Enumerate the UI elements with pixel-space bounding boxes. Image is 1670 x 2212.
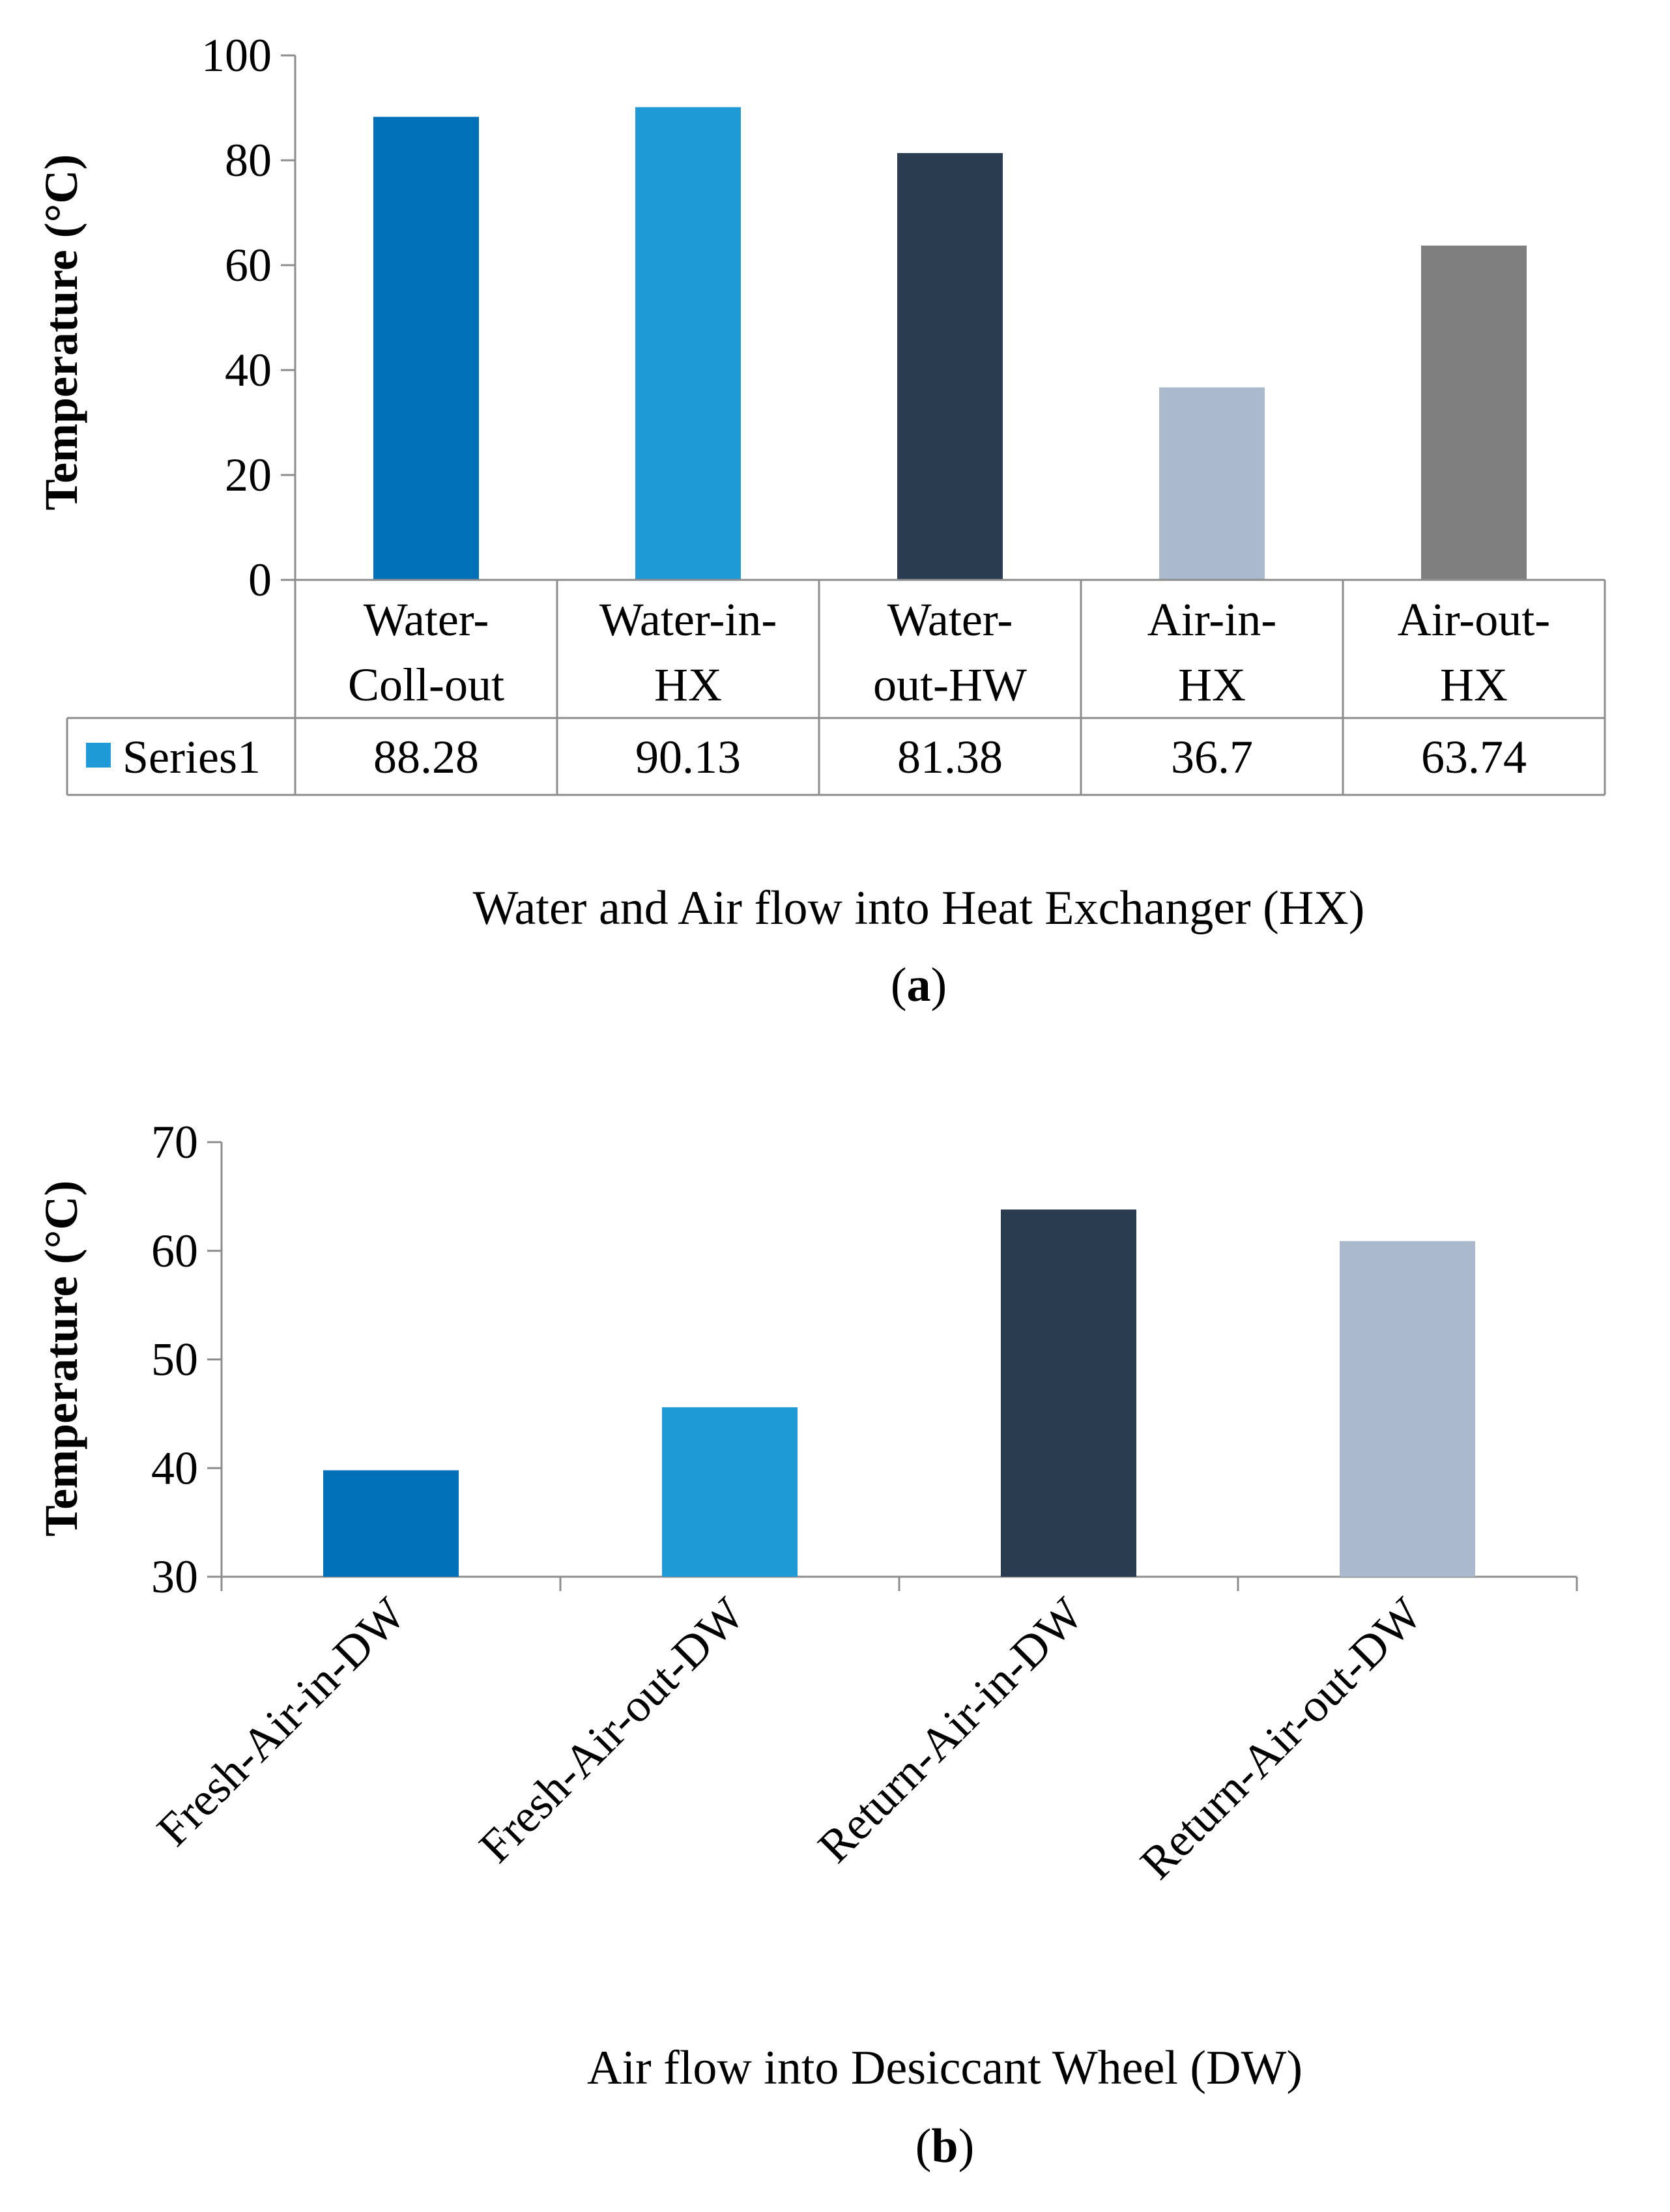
chart-a-y-tick-label: 40: [225, 344, 272, 396]
chart-a-data-label: 63.74: [1421, 731, 1527, 783]
chart-a-y-axis-label: Temperature (°C): [35, 154, 87, 511]
chart-a-bar: [1421, 245, 1527, 580]
chart-b-x-tick-label: Return-Air-out-DW: [1130, 1588, 1432, 1889]
chart-a-x-axis-title: Water and Air flow into Heat Exchanger (…: [473, 882, 1365, 935]
chart-a-x-tick-label: HX: [1178, 659, 1246, 711]
chart-a-x-tick-label: HX: [654, 659, 722, 711]
chart-a-y-tick-label: 60: [225, 239, 272, 291]
chart-b-x-tick-label: Fresh-Air-out-DW: [469, 1588, 754, 1873]
chart-b-x-axis-title: Air flow into Desiccant Wheel (DW): [587, 2041, 1303, 2095]
chart-b-y-tick-label: 60: [151, 1225, 198, 1277]
chart-b-bar: [1001, 1209, 1136, 1577]
chart-a-y-tick-label: 80: [225, 134, 272, 186]
chart-b-bar: [1340, 1241, 1475, 1577]
chart-b-y-tick-label: 70: [151, 1116, 198, 1168]
chart-b-y-axis-label: Temperature (°C): [35, 1181, 87, 1537]
chart-b-y-tick-label: 30: [151, 1551, 198, 1603]
chart-a-bar: [635, 107, 741, 581]
chart-a-x-tick-label: out-HW: [873, 659, 1027, 711]
chart-a-bar: [1159, 387, 1265, 580]
chart-b-y-tick-label: 50: [151, 1334, 198, 1386]
chart-a-x-tick-label: HX: [1440, 659, 1508, 711]
chart-a-data-label: 81.38: [897, 731, 1003, 783]
chart-a-caption: (a): [891, 958, 947, 1012]
chart-b-x-tick-label: Return-Air-in-DW: [808, 1588, 1093, 1873]
chart-b-caption: (b): [915, 2119, 974, 2173]
chart-b: Temperature (°C) Air flow into Desiccant…: [35, 1116, 1578, 2173]
chart-a-x-tick-label: Water-: [887, 594, 1013, 646]
chart-a-data-label: 90.13: [635, 731, 741, 783]
chart-a-bar: [897, 152, 1003, 581]
chart-a-x-tick-label: Air-out-: [1398, 594, 1551, 646]
chart-b-x-tick-label: Fresh-Air-in-DW: [147, 1588, 415, 1856]
chart-a-x-tick-label: Water-: [364, 594, 489, 646]
chart-a-legend-label: Series1: [122, 731, 261, 783]
chart-b-bar: [323, 1470, 459, 1577]
chart-a-data-label: 36.7: [1171, 731, 1253, 783]
chart-b-y-tick-label: 40: [151, 1442, 198, 1494]
chart-b-bar: [662, 1407, 798, 1577]
chart-a-y-tick-label: 0: [248, 554, 272, 606]
chart-a-data-label: 88.28: [373, 731, 479, 783]
chart-a-bar: [373, 117, 479, 580]
chart-a-x-tick-label: Air-in-: [1147, 594, 1277, 646]
chart-a: Temperature (°C) Water and Air flow into…: [35, 29, 1606, 1012]
chart-a-y-tick-label: 100: [201, 29, 272, 81]
chart-a-x-tick-label: Water-in-: [599, 594, 777, 646]
chart-a-x-tick-label: Coll-out: [348, 659, 504, 711]
chart-a-y-tick-label: 20: [225, 449, 272, 501]
chart-a-legend-swatch: [86, 743, 111, 768]
